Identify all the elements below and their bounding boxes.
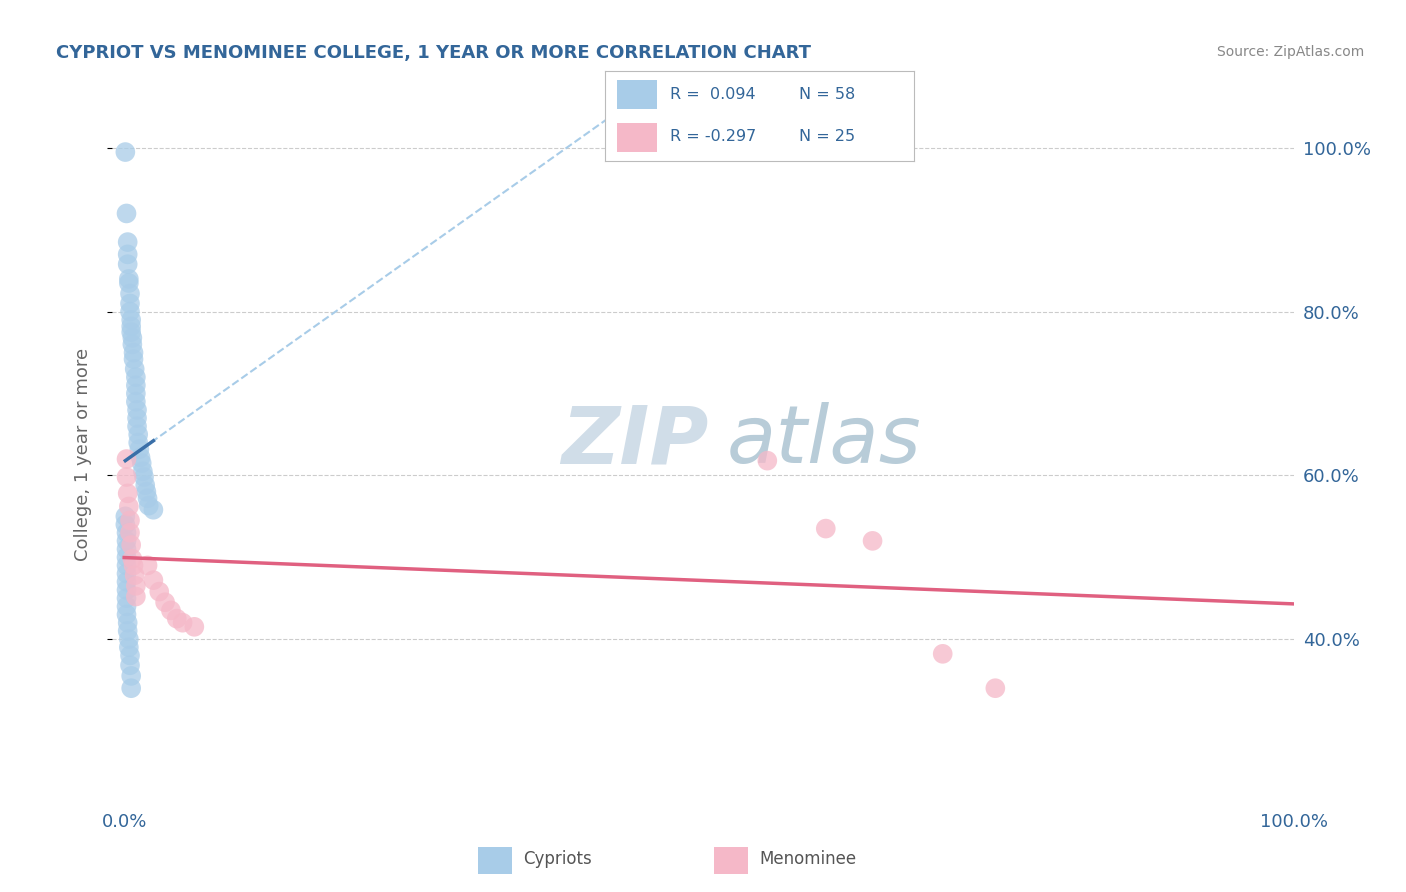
Point (135, 484, 157, 499)
Point (118, 525, 141, 540)
Point (118, 304, 141, 318)
Point (117, 486, 139, 500)
Point (125, 419, 148, 434)
Point (118, 276, 141, 290)
Point (132, 464, 155, 478)
FancyBboxPatch shape (617, 123, 657, 152)
Point (115, 599, 138, 614)
Point (115, 533, 138, 548)
Point (136, 558, 159, 573)
Point (124, 362, 146, 376)
Point (115, 582, 138, 597)
Point (814, 522, 837, 536)
Point (115, 574, 138, 589)
Point (117, 615, 139, 630)
Point (756, 453, 779, 467)
Point (132, 470, 155, 484)
Point (120, 669, 142, 683)
Point (114, 517, 136, 532)
Point (115, 542, 138, 557)
Point (114, 145, 136, 159)
Point (125, 411, 148, 425)
Point (129, 450, 152, 465)
Point (125, 403, 148, 417)
Point (125, 579, 148, 593)
Point (118, 640, 141, 655)
Point (183, 620, 205, 634)
Point (120, 319, 142, 334)
Point (125, 394, 148, 409)
Point (115, 607, 138, 622)
Point (118, 296, 141, 310)
Point (127, 435, 149, 450)
Point (166, 612, 188, 626)
Text: N = 58: N = 58 (800, 87, 856, 102)
FancyBboxPatch shape (478, 847, 512, 874)
Point (124, 568, 146, 582)
Point (115, 550, 138, 565)
Point (172, 615, 194, 630)
Point (118, 286, 141, 301)
Point (118, 648, 141, 663)
Point (120, 313, 142, 327)
Point (931, 647, 953, 661)
Text: Menominee: Menominee (759, 849, 856, 868)
Point (117, 624, 139, 638)
Text: Cypriots: Cypriots (523, 849, 592, 868)
Point (148, 584, 170, 599)
Point (117, 235, 139, 249)
Point (118, 658, 141, 673)
Point (115, 470, 138, 484)
Point (118, 272, 141, 286)
Point (118, 500, 141, 514)
Point (115, 566, 138, 581)
Point (134, 478, 156, 492)
Point (862, 533, 884, 548)
Point (118, 632, 141, 646)
Point (142, 502, 165, 516)
Point (115, 206, 138, 220)
Point (153, 595, 176, 609)
Point (125, 590, 148, 604)
Point (115, 452, 138, 467)
Text: N = 25: N = 25 (800, 129, 856, 145)
Point (125, 370, 148, 384)
Text: Source: ZipAtlas.com: Source: ZipAtlas.com (1216, 45, 1364, 59)
Point (128, 442, 150, 457)
Y-axis label: College, 1 year or more: College, 1 year or more (73, 349, 91, 561)
Point (142, 573, 165, 587)
Point (118, 513, 141, 527)
Point (121, 552, 143, 566)
Point (115, 591, 138, 606)
FancyBboxPatch shape (617, 80, 657, 109)
Point (136, 491, 159, 506)
Point (125, 378, 148, 392)
Point (121, 337, 143, 351)
Point (122, 345, 145, 359)
Text: R = -0.297: R = -0.297 (669, 129, 756, 145)
Point (125, 386, 148, 401)
Point (121, 331, 143, 345)
Point (120, 538, 142, 552)
Point (114, 509, 136, 524)
Text: atlas: atlas (727, 402, 921, 480)
Point (117, 247, 139, 261)
Point (160, 603, 183, 617)
Point (131, 456, 153, 470)
Text: R =  0.094: R = 0.094 (669, 87, 755, 102)
Point (120, 681, 142, 696)
Point (115, 558, 138, 573)
Point (122, 352, 145, 367)
Point (115, 525, 138, 540)
Point (122, 558, 145, 573)
Point (138, 499, 160, 513)
Point (120, 325, 142, 339)
Point (117, 257, 139, 271)
Point (984, 681, 1007, 696)
Text: ZIP: ZIP (561, 402, 709, 480)
Point (127, 427, 149, 442)
FancyBboxPatch shape (714, 847, 748, 874)
Text: CYPRIOT VS MENOMINEE COLLEGE, 1 YEAR OR MORE CORRELATION CHART: CYPRIOT VS MENOMINEE COLLEGE, 1 YEAR OR … (56, 45, 811, 62)
